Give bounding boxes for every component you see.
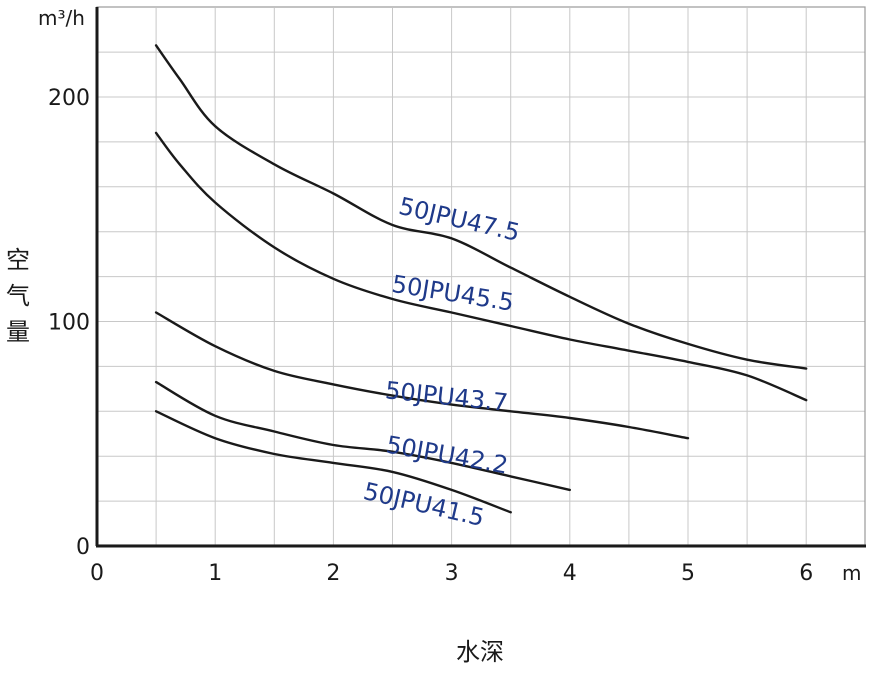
series-label-0: 50JPU47.5 (396, 192, 522, 247)
series-line-3 (154, 380, 571, 492)
y-tick-label: 100 (48, 311, 90, 336)
series-line-2 (154, 311, 690, 440)
x-tick-label: 0 (90, 561, 104, 586)
x-tick-labels: 0 1 2 3 4 5 6 (90, 561, 813, 586)
x-tick-label: 1 (208, 561, 222, 586)
x-unit-label: m (842, 561, 861, 585)
x-tick-label: 3 (445, 561, 459, 586)
series-label-3: 50JPU42.2 (384, 431, 510, 480)
x-tick-label: 2 (326, 561, 340, 586)
x-tick-label: 5 (681, 561, 695, 586)
x-tick-label: 4 (563, 561, 577, 586)
y-tick-label: 200 (48, 86, 90, 111)
series-line-1 (154, 131, 808, 402)
y-tick-label: 0 (76, 535, 90, 560)
series-label-4: 50JPU41.5 (361, 477, 487, 532)
y-tick-labels: 0 100 200 (48, 86, 90, 560)
series-line-0 (154, 44, 808, 370)
x-tick-label: 6 (799, 561, 813, 586)
series-line-4 (154, 410, 512, 514)
y-unit-label: m³/h (38, 6, 85, 30)
y-axis-title: 空气量 (6, 246, 30, 346)
x-axis-title: 水深 (456, 638, 504, 666)
series-curves: 50JPU47.550JPU45.550JPU43.750JPU42.250JP… (154, 44, 808, 532)
